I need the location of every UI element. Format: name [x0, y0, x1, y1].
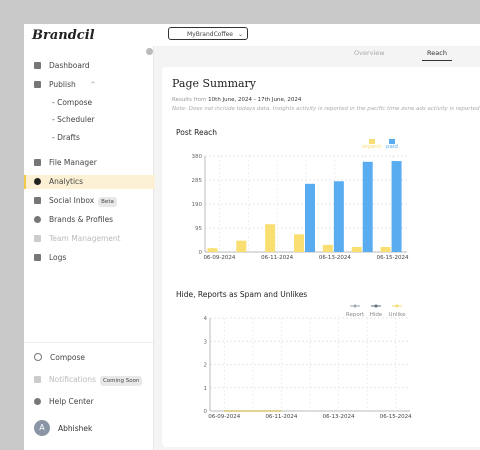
- bar: [265, 224, 276, 252]
- nav-label: - Scheduler: [52, 115, 95, 124]
- nav-label: Social Inbox: [49, 196, 95, 205]
- legend-dot: [395, 304, 399, 308]
- brand-select[interactable]: MyBrandCoffee ⌄: [168, 27, 248, 40]
- nav-item[interactable]: Logs: [34, 251, 66, 265]
- badge: Beta: [98, 197, 117, 207]
- nav-label: Brands & Profiles: [49, 215, 114, 224]
- nav-label: - Drafts: [52, 133, 80, 142]
- badge: Coming Soon: [99, 376, 143, 386]
- x-tick-label: 06-13-2024: [319, 255, 351, 261]
- nav-label: Compose: [50, 353, 86, 362]
- user-name: Abhishek: [58, 424, 93, 433]
- legend-label: Report: [346, 312, 365, 318]
- bar: [333, 181, 344, 252]
- nav-label: Team Management: [49, 234, 121, 243]
- summary-note: Note: Does not include todays data. Insi…: [172, 106, 480, 112]
- legend-label: Hide: [370, 312, 383, 318]
- logo: Brandcil: [32, 28, 95, 43]
- sidebar: Brandcil Dashboard Publish ⌃ - Compose - …: [24, 24, 155, 450]
- chart-title: Post Reach: [176, 128, 217, 137]
- divider: [24, 342, 153, 343]
- avatar[interactable]: A: [34, 420, 50, 436]
- y-tick-label: 380: [192, 154, 203, 160]
- bar: [236, 240, 247, 252]
- tab-active[interactable]: Reach: [422, 49, 452, 61]
- y-tick-label: 0: [204, 409, 208, 415]
- app: Brandcil Dashboard Publish ⌃ - Compose - …: [24, 24, 480, 450]
- bar: [362, 161, 373, 252]
- results-prefix: Results from: [172, 97, 207, 103]
- bar: [207, 248, 218, 252]
- bar: [380, 246, 391, 252]
- legend-label: organic: [362, 144, 382, 150]
- legend-swatch: [389, 139, 395, 144]
- nav-item[interactable]: Social Inbox Beta: [34, 194, 117, 208]
- y-tick-label: 285: [192, 178, 203, 184]
- nav-label: - Compose: [52, 98, 93, 107]
- results-range: Results from 10th June, 2024 - 17th June…: [172, 97, 301, 103]
- results-dates: 10th June, 2024 - 17th June, 2024: [208, 97, 302, 103]
- legend-label: paid: [386, 144, 398, 150]
- nav-label: Notifications: [49, 375, 96, 384]
- legend-label: Unlike: [389, 312, 407, 318]
- nav-label: Analytics: [49, 177, 84, 186]
- nav-item[interactable]: Analytics: [34, 175, 83, 189]
- brand-name: MyBrandCoffee: [187, 31, 233, 38]
- nav-label: Help Center: [49, 397, 94, 406]
- chart-title: Hide, Reports as Spam and Unlikes: [176, 290, 307, 299]
- nav-item[interactable]: - Scheduler: [52, 113, 95, 127]
- hide-reports-chart: Hide, Reports as Spam and Unlikes 0 1 2 3 4 06…: [167, 285, 480, 440]
- y-tick-label: 95: [195, 226, 202, 232]
- tab[interactable]: Overview: [354, 49, 385, 57]
- y-tick-label: 3: [204, 339, 208, 345]
- x-tick-label: 06-13-2024: [323, 414, 355, 420]
- nav-item[interactable]: File Manager: [34, 156, 97, 170]
- collapse-button[interactable]: [146, 48, 153, 55]
- bar: [322, 244, 333, 252]
- bar: [294, 234, 304, 252]
- nav-item: Notifications Coming Soon: [34, 373, 143, 387]
- x-tick-label: 06-11-2024: [261, 255, 293, 261]
- y-tick-label: 4: [204, 316, 208, 322]
- nav-item[interactable]: Help Center: [34, 395, 94, 409]
- nav-item[interactable]: Compose: [34, 351, 85, 365]
- nav-label: Dashboard: [49, 61, 90, 70]
- bar: [305, 183, 315, 252]
- post-reach-chart: Post Reach 0 95 190 285 380 06-09-2024 06-11-20…: [167, 120, 480, 272]
- nav-label: Publish: [49, 80, 76, 89]
- x-tick-label: 06-11-2024: [265, 414, 297, 420]
- nav-item: Team Management: [34, 232, 121, 246]
- x-tick-label: 06-15-2024: [377, 255, 409, 261]
- nav-item[interactable]: Dashboard: [34, 59, 90, 73]
- summary-title: Page Summary: [172, 77, 257, 90]
- y-tick-label: 2: [204, 363, 208, 369]
- nav-item[interactable]: - Compose: [52, 96, 92, 110]
- active-highlight: [24, 175, 155, 189]
- legend-swatch: [369, 139, 375, 144]
- nav-label: Logs: [49, 253, 67, 262]
- y-tick-label: 0: [199, 250, 203, 256]
- nav-item[interactable]: - Drafts: [52, 131, 80, 145]
- y-tick-label: 1: [204, 386, 208, 392]
- nav-item[interactable]: Brands & Profiles: [34, 213, 113, 227]
- x-tick-label: 06-15-2024: [380, 414, 412, 420]
- legend-dot: [353, 304, 357, 308]
- bar: [351, 246, 362, 252]
- x-tick-label: 06-09-2024: [203, 255, 235, 261]
- legend-dot: [374, 304, 378, 308]
- bar: [391, 161, 402, 252]
- y-tick-label: 190: [192, 202, 203, 208]
- nav-label: File Manager: [49, 158, 97, 167]
- x-tick-label: 06-09-2024: [208, 414, 240, 420]
- nav-item[interactable]: Publish ⌃: [34, 78, 96, 92]
